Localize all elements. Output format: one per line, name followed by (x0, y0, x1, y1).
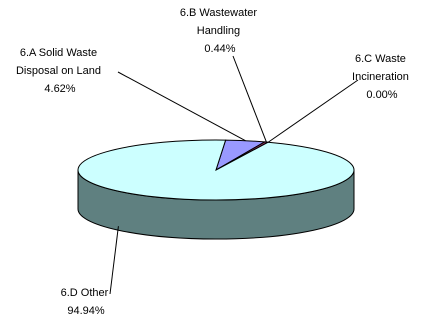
slice-label-6a: 6.A Solid Waste Disposal on Land 4.62% (16, 47, 104, 95)
slice-label-6c: 6.C Waste Incineration 0.00% (352, 53, 412, 101)
slice-label-6c-pct: 0.00% (366, 89, 397, 101)
slice-label-6b-line2: Handling (197, 25, 240, 37)
pie-slice-6d (77, 139, 355, 201)
slice-label-6b: 6.B Wastewater Handling 0.44% (180, 7, 260, 55)
slice-label-6d-line1: 6.D Other (61, 287, 109, 299)
slice-label-6c-line2: Incineration (352, 71, 409, 83)
slice-label-6d: 6.D Other 94.94% (61, 287, 112, 317)
slice-label-6a-line2: Disposal on Land (16, 65, 101, 77)
leader-line-6c (267, 79, 359, 143)
leader-line-6b (232, 55, 267, 143)
pie-body (77, 139, 355, 240)
slice-label-6d-pct: 94.94% (67, 305, 105, 317)
slice-label-6a-line1: 6.A Solid Waste (20, 47, 97, 59)
leader-line-6d (109, 226, 119, 295)
slice-label-6b-line1: 6.B Wastewater (180, 7, 258, 19)
slice-label-6b-pct: 0.44% (204, 43, 235, 55)
slice-label-6c-line1: 6.C Waste (355, 53, 406, 65)
leader-line-6a (117, 71, 246, 142)
leader-lines (109, 55, 359, 295)
slice-label-6a-pct: 4.62% (44, 83, 75, 95)
